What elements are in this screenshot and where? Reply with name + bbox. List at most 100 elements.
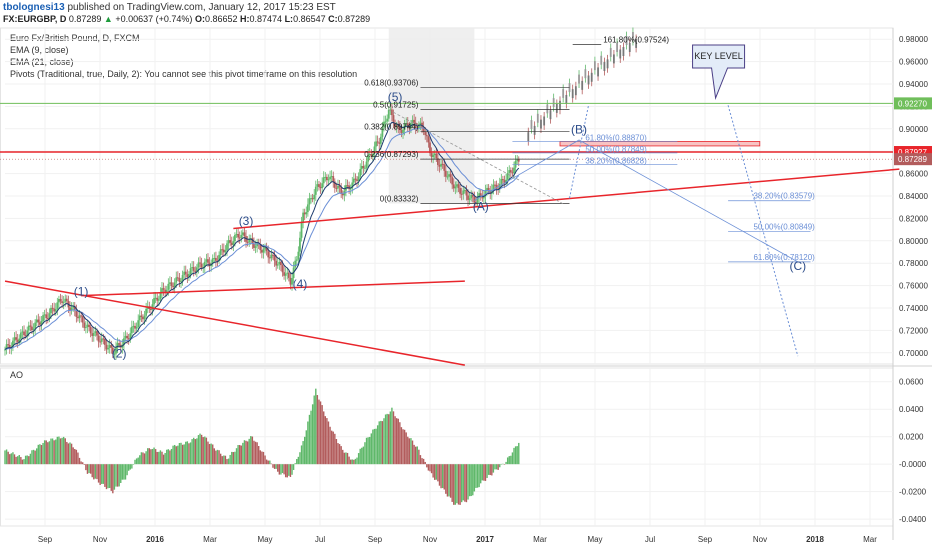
ao-bar xyxy=(503,464,506,465)
candle-body xyxy=(495,184,498,189)
ao-bar xyxy=(13,454,16,465)
candle-body xyxy=(394,123,396,128)
candle-body xyxy=(4,349,6,351)
candle-body xyxy=(161,288,163,293)
candle-body xyxy=(430,153,433,158)
ao-bar xyxy=(5,449,8,465)
ao-bar xyxy=(121,464,124,480)
ao-bar xyxy=(465,464,468,503)
ao-bar xyxy=(275,464,277,469)
candle-body xyxy=(268,257,271,259)
ao-bar xyxy=(213,448,216,465)
candle-body xyxy=(77,316,79,319)
candle-body xyxy=(276,264,279,266)
candle-body xyxy=(253,243,255,248)
candle-body xyxy=(70,307,73,311)
candle-body xyxy=(12,340,14,347)
ao-bar xyxy=(238,445,241,465)
ao-bar xyxy=(386,413,388,465)
ao-bar xyxy=(438,464,441,486)
ao-bar xyxy=(197,435,200,465)
ao-bar xyxy=(514,446,517,465)
ao-bar xyxy=(50,438,52,465)
candle-body xyxy=(240,234,243,238)
ao-bar xyxy=(277,464,279,472)
candle-body xyxy=(178,278,181,282)
ao-bar xyxy=(170,448,173,465)
legend-pivots[interactable]: Pivots (Traditional, true, Daily, 2): Yo… xyxy=(10,69,358,79)
ao-bar xyxy=(373,428,376,465)
candle-body xyxy=(140,315,143,317)
candle-body xyxy=(61,301,63,303)
ao-bar xyxy=(150,449,152,465)
ao-bar xyxy=(55,439,57,465)
projection-candle xyxy=(571,89,574,99)
ao-bar xyxy=(216,449,219,465)
ao-bar xyxy=(445,464,447,494)
ao-bar xyxy=(28,456,30,465)
candle-body xyxy=(470,194,473,199)
ao-bar xyxy=(227,458,230,465)
ao-bar xyxy=(470,464,472,497)
ao-bar xyxy=(166,449,168,465)
ao-bar xyxy=(435,464,438,480)
legend-ema9[interactable]: EMA (9, close) xyxy=(10,45,69,55)
time-tick-label: Jul xyxy=(315,535,325,544)
time-tick-label: Sep xyxy=(368,535,383,544)
candle-body xyxy=(126,335,128,339)
publisher-name[interactable]: tbolognesi13 xyxy=(3,2,65,13)
ao-bar xyxy=(9,454,11,465)
fib-retracement-label: 0.236(0.87293) xyxy=(364,150,419,159)
candle-body xyxy=(99,341,102,343)
ao-bar xyxy=(475,464,477,488)
ao-bar xyxy=(32,449,35,465)
fib-target-label: 61.80%(0.78120) xyxy=(753,253,815,262)
candle-body xyxy=(46,318,49,320)
candle-body xyxy=(324,176,327,178)
candle-body xyxy=(449,174,452,178)
ao-bar xyxy=(319,401,322,465)
candle-body xyxy=(218,254,220,261)
ao-bar xyxy=(472,464,474,496)
candle-body xyxy=(173,282,176,288)
candle-body xyxy=(509,170,512,173)
candle-body xyxy=(478,193,481,198)
ao-bar xyxy=(421,458,423,465)
candle-body xyxy=(425,135,428,137)
ao-bar xyxy=(351,459,353,465)
ao-bar xyxy=(424,461,426,465)
candle-body xyxy=(476,197,479,203)
candle-body xyxy=(365,161,368,168)
candle-body xyxy=(465,190,468,196)
candle-body xyxy=(473,196,476,203)
candle-body xyxy=(316,184,319,187)
candle-body xyxy=(21,331,24,333)
candle-body xyxy=(286,272,289,274)
candle-body xyxy=(165,289,168,293)
ao-bar xyxy=(460,464,463,503)
candle-body xyxy=(444,170,447,177)
ao-bar xyxy=(177,445,179,465)
time-tick-label: Nov xyxy=(423,535,437,544)
candle-body xyxy=(105,344,108,350)
symbol-label[interactable]: FX:EURGBP, D xyxy=(3,14,67,24)
ao-bar xyxy=(124,464,127,480)
ao-pane-frame xyxy=(0,367,894,527)
candle-body xyxy=(234,235,236,242)
ao-bar xyxy=(237,445,239,465)
ao-bar xyxy=(380,420,382,465)
ao-bar xyxy=(134,459,136,465)
candle-body xyxy=(306,204,309,213)
key-level-callout xyxy=(692,44,746,100)
candle-body xyxy=(337,185,339,189)
candle-body xyxy=(78,315,81,319)
candle-body xyxy=(295,259,298,261)
candle-body xyxy=(34,322,37,329)
ao-bar xyxy=(173,444,176,465)
legend-title[interactable]: Euro Fx/British Pound, D, FXCM xyxy=(10,33,140,43)
ao-bar xyxy=(278,464,281,475)
price-change: +0.00637 (+0.74%) xyxy=(115,14,193,24)
projection-candle xyxy=(603,62,606,72)
candle-body xyxy=(435,153,438,159)
